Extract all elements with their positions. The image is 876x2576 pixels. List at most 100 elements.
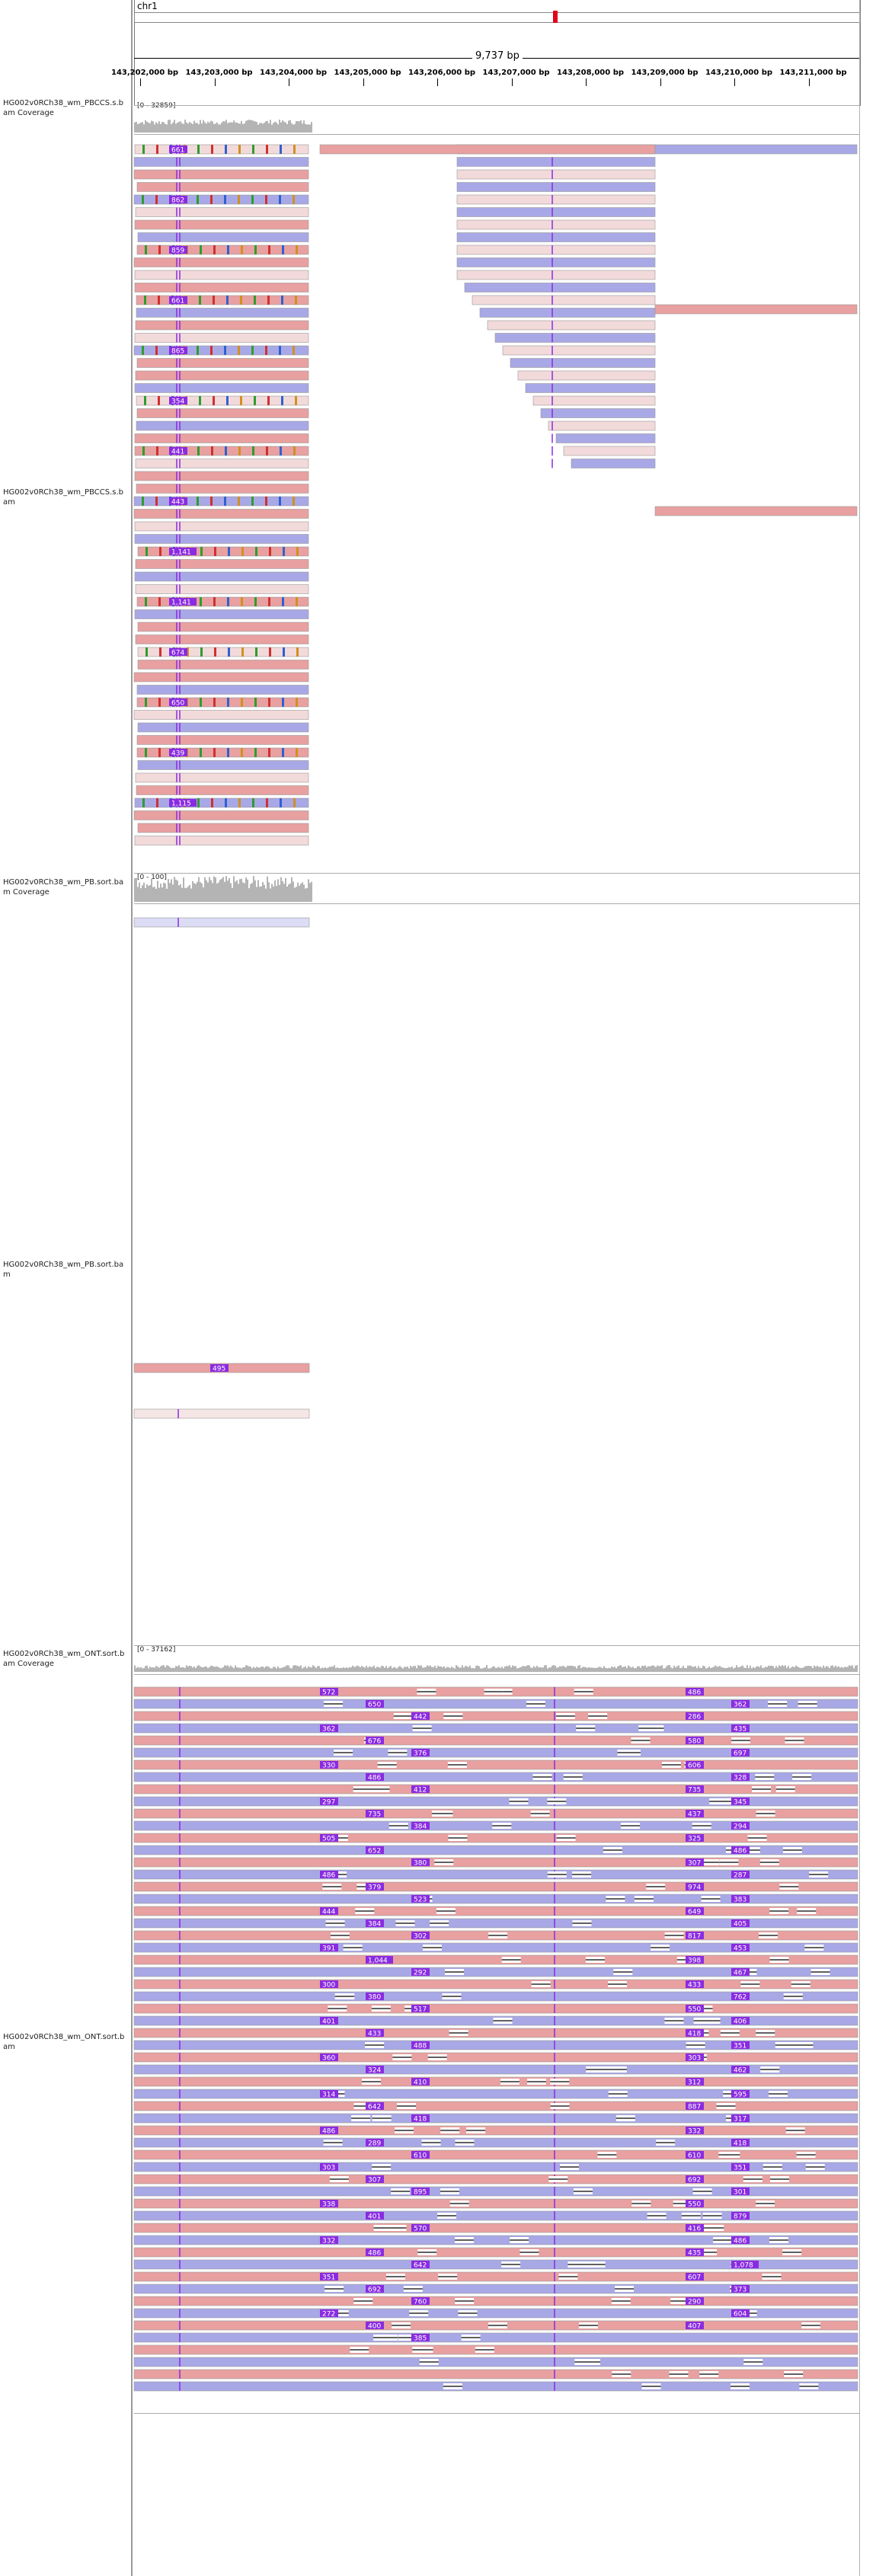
coverage-bar[interactable]	[608, 1667, 609, 1672]
alignment-read[interactable]	[135, 634, 309, 644]
coverage-bar[interactable]	[257, 1667, 259, 1672]
coverage-bar[interactable]	[580, 1667, 582, 1672]
coverage-bar[interactable]	[582, 1667, 583, 1672]
coverage-bar[interactable]	[370, 1667, 372, 1672]
coverage-bar[interactable]	[146, 884, 148, 902]
alignment-read[interactable]	[136, 308, 309, 318]
coverage-bar[interactable]	[219, 880, 221, 902]
coverage-bar[interactable]	[207, 882, 209, 902]
coverage-bar[interactable]	[628, 1665, 629, 1672]
coverage-bar[interactable]	[219, 124, 221, 133]
mismatch-base[interactable]	[224, 195, 226, 204]
coverage-bar[interactable]	[844, 1667, 846, 1672]
coverage-bar[interactable]	[155, 888, 157, 902]
coverage-bar[interactable]	[305, 123, 306, 133]
alignment-read[interactable]	[654, 144, 858, 155]
coverage-bar[interactable]	[533, 1666, 535, 1672]
alignment-read[interactable]	[137, 232, 309, 242]
coverage-bar[interactable]	[265, 1666, 267, 1672]
coverage-bar[interactable]	[518, 1667, 520, 1672]
coverage-bar[interactable]	[325, 1667, 326, 1672]
coverage-bar[interactable]	[262, 123, 264, 133]
mismatch-base[interactable]	[227, 245, 229, 254]
coverage-bar[interactable]	[248, 1666, 250, 1672]
coverage-bar[interactable]	[175, 879, 177, 902]
coverage-bar[interactable]	[398, 1667, 399, 1672]
insertion-label-box[interactable]	[320, 2309, 338, 2317]
coverage-bar[interactable]	[809, 1666, 810, 1672]
coverage-bar[interactable]	[253, 876, 254, 902]
coverage-bar[interactable]	[782, 1665, 783, 1672]
coverage-bar[interactable]	[329, 1667, 331, 1672]
coverage-bar[interactable]	[198, 1665, 200, 1672]
coverage-bar[interactable]	[388, 1667, 390, 1672]
coverage-bar[interactable]	[157, 123, 158, 133]
coverage-bar[interactable]	[795, 1665, 797, 1672]
insertion-label-box[interactable]	[169, 397, 187, 404]
coverage-bar[interactable]	[488, 1668, 489, 1672]
coverage-bar[interactable]	[457, 1666, 459, 1672]
coverage-bar[interactable]	[748, 1668, 750, 1672]
mismatch-base[interactable]	[296, 547, 299, 556]
alignment-read[interactable]	[133, 2332, 858, 2343]
coverage-bar[interactable]	[186, 122, 187, 133]
coverage-bar[interactable]	[542, 1667, 544, 1672]
coverage-bar[interactable]	[235, 881, 236, 902]
insertion-label-box[interactable]	[169, 196, 187, 203]
coverage-bar[interactable]	[323, 1667, 325, 1672]
mismatch-base[interactable]	[238, 145, 241, 154]
coverage-bar[interactable]	[384, 1667, 385, 1672]
coverage-bar[interactable]	[474, 1668, 475, 1672]
coverage-bar[interactable]	[227, 123, 229, 133]
coverage-bar[interactable]	[181, 1667, 183, 1672]
coverage-bar[interactable]	[516, 1668, 518, 1672]
alignment-read[interactable]	[494, 333, 656, 343]
insertion-label-box[interactable]	[686, 1858, 704, 1866]
coverage-bar[interactable]	[803, 1667, 804, 1672]
alignment-read[interactable]	[548, 420, 656, 431]
coverage-bar[interactable]	[309, 883, 311, 902]
alignment-read[interactable]	[133, 2040, 858, 2050]
coverage-bar[interactable]	[690, 1665, 692, 1672]
coverage-bar[interactable]	[622, 1667, 623, 1672]
insertion-label-box[interactable]	[169, 246, 187, 254]
chromosome-ideogram[interactable]	[134, 12, 861, 23]
alignment-read[interactable]	[136, 408, 309, 418]
mismatch-base[interactable]	[254, 748, 257, 757]
coverage-bar[interactable]	[137, 124, 139, 133]
coverage-bar[interactable]	[151, 120, 152, 133]
alignment-read[interactable]	[133, 169, 309, 180]
coverage-bar[interactable]	[433, 1667, 434, 1672]
coverage-bar[interactable]	[154, 887, 155, 902]
mismatch-base[interactable]	[197, 145, 200, 154]
insertion-label-box[interactable]	[731, 1798, 750, 1805]
coverage-bar[interactable]	[321, 1667, 323, 1672]
coverage-bar[interactable]	[715, 1665, 716, 1672]
coverage-bar[interactable]	[643, 1666, 644, 1672]
coverage-bar[interactable]	[239, 1667, 241, 1672]
coverage-bar[interactable]	[424, 1667, 425, 1672]
insertion-label-box[interactable]	[731, 2309, 750, 2317]
coverage-bar[interactable]	[291, 123, 293, 133]
mismatch-base[interactable]	[265, 346, 267, 355]
coverage-bar[interactable]	[204, 877, 206, 902]
alignment-read[interactable]	[133, 2064, 858, 2075]
coverage-bar[interactable]	[145, 1666, 146, 1672]
coverage-bar[interactable]	[247, 120, 248, 133]
coverage-bar[interactable]	[274, 880, 276, 902]
coverage-bar[interactable]	[172, 122, 174, 133]
coverage-bar[interactable]	[193, 1666, 195, 1672]
insertion-label-box[interactable]	[320, 2236, 338, 2244]
coverage-bar[interactable]	[373, 1665, 375, 1672]
alignment-read[interactable]	[456, 232, 656, 242]
coverage-bar[interactable]	[655, 1667, 657, 1672]
insertion-label-box[interactable]	[686, 1883, 704, 1890]
mismatch-base[interactable]	[282, 597, 284, 606]
coverage-bar[interactable]	[157, 881, 158, 902]
track-label-pbccs-reads[interactable]: HG002v0RCh38_wm_PBCCS.s.bam	[3, 488, 123, 507]
coverage-bar[interactable]	[328, 1667, 329, 1672]
coverage-bar[interactable]	[428, 1666, 430, 1672]
coverage-bar[interactable]	[254, 121, 256, 133]
coverage-bar[interactable]	[267, 876, 268, 902]
alignment-read[interactable]	[133, 672, 309, 682]
